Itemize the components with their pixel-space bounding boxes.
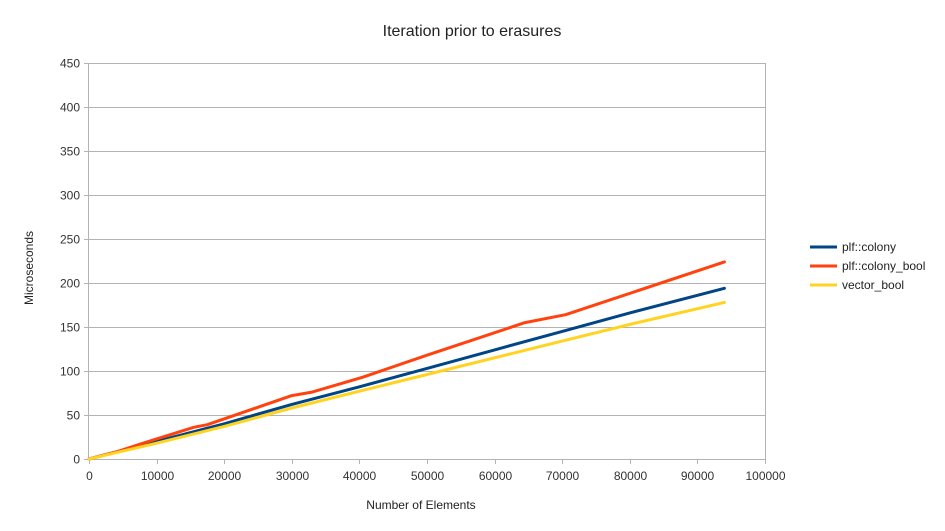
- series-lines: [87, 260, 726, 461]
- y-tick-label: 400: [60, 101, 80, 115]
- y-tick-label: 200: [60, 277, 80, 291]
- legend-label-1: plf::colony_bool: [842, 259, 925, 273]
- x-tick-label: 10000: [141, 469, 175, 483]
- x-tick-label: 100000: [745, 469, 785, 483]
- y-tick-label: 350: [60, 145, 80, 159]
- y-axis-ticks: 0 50 100 150 200 250 300 350 400 450: [60, 57, 89, 467]
- plot-area-border: [88, 63, 766, 460]
- x-tick-label: 60000: [479, 469, 513, 483]
- series-line-2: [87, 300, 726, 461]
- series-line-1: [87, 260, 726, 461]
- x-axis-ticks: 0 10000 20000 30000 40000 50000 60000 70000 8000…: [86, 459, 786, 483]
- y-tick-label: 150: [60, 321, 80, 335]
- x-tick-label: 70000: [546, 469, 580, 483]
- chart-title: Iteration prior to erasures: [383, 23, 562, 40]
- y-tick-label: 450: [60, 57, 80, 71]
- y-tick-label: 300: [60, 189, 80, 203]
- x-tick-label: 40000: [343, 469, 377, 483]
- y-axis-title: Microseconds: [22, 231, 36, 305]
- x-tick-label: 80000: [614, 469, 648, 483]
- x-tick-label: 0: [86, 469, 93, 483]
- x-tick-label: 20000: [208, 469, 242, 483]
- y-tick-label: 0: [73, 453, 80, 467]
- legend-label-0: plf::colony: [842, 240, 896, 254]
- y-tick-label: 50: [67, 409, 81, 423]
- x-axis-title: Number of Elements: [366, 498, 475, 512]
- x-tick-label: 30000: [276, 469, 310, 483]
- legend-label-2: vector_bool: [842, 278, 904, 292]
- x-tick-label: 90000: [681, 469, 715, 483]
- grid-lines: [89, 63, 765, 460]
- y-tick-label: 100: [60, 365, 80, 379]
- y-tick-label: 250: [60, 233, 80, 247]
- x-tick-label: 50000: [411, 469, 445, 483]
- series-line-0: [87, 286, 726, 461]
